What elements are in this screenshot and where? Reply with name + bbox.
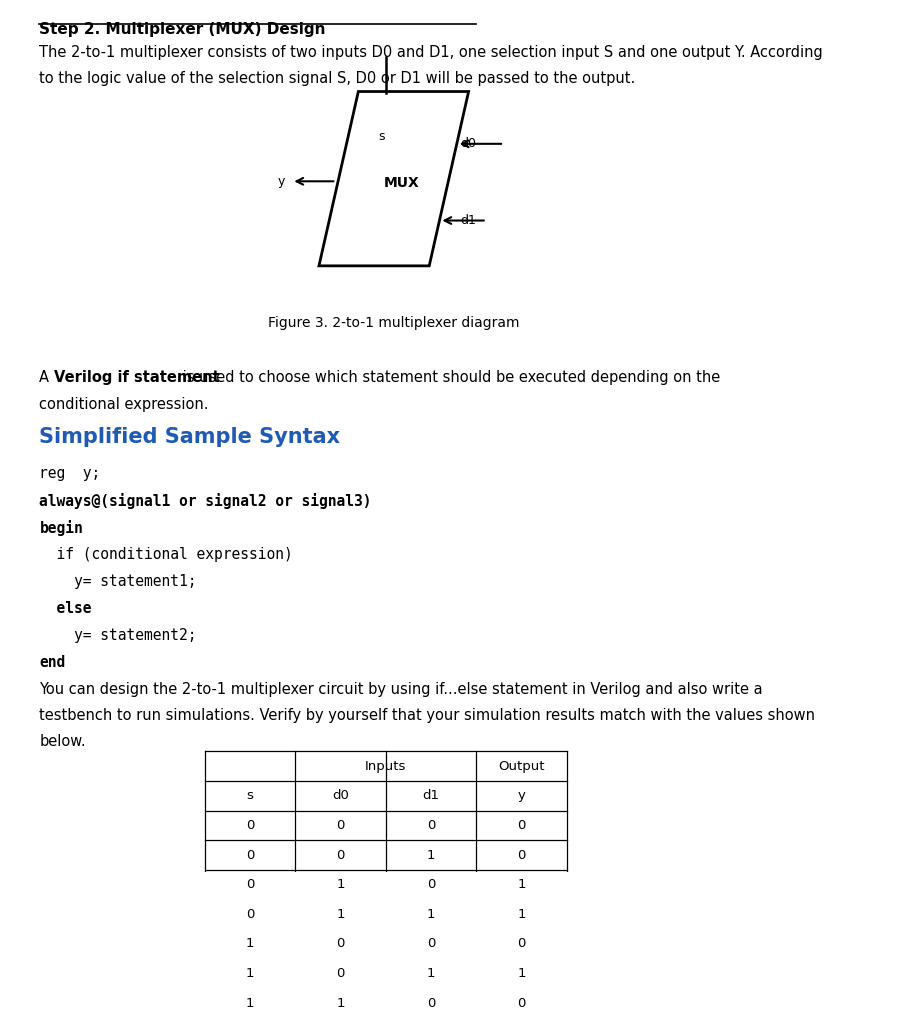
Text: Verilog if statement: Verilog if statement	[53, 371, 219, 385]
Text: 0: 0	[246, 879, 254, 891]
Text: 1: 1	[246, 996, 254, 1010]
Text: 1: 1	[337, 908, 345, 921]
Text: s: s	[378, 130, 386, 143]
Text: 1: 1	[337, 996, 345, 1010]
Text: 0: 0	[427, 819, 435, 831]
Text: 0: 0	[337, 938, 345, 950]
Text: 0: 0	[246, 908, 254, 921]
Text: Figure 3. 2-to-1 multiplexer diagram: Figure 3. 2-to-1 multiplexer diagram	[268, 316, 519, 331]
Text: testbench to run simulations. Verify by yourself that your simulation results ma: testbench to run simulations. Verify by …	[40, 708, 815, 723]
Text: conditional expression.: conditional expression.	[40, 396, 209, 412]
Text: y: y	[278, 175, 285, 187]
Text: The 2-to-1 multiplexer consists of two inputs D0 and D1, one selection input S a: The 2-to-1 multiplexer consists of two i…	[40, 45, 824, 60]
Text: 0: 0	[518, 996, 526, 1010]
Text: 1: 1	[427, 967, 435, 980]
Text: to the logic value of the selection signal S, D0 or D1 will be passed to the out: to the logic value of the selection sign…	[40, 72, 635, 86]
Text: Step 2. Multiplexer (MUX) Design: Step 2. Multiplexer (MUX) Design	[40, 22, 326, 37]
Text: always@(signal1 or signal2 or signal3): always@(signal1 or signal2 or signal3)	[40, 494, 372, 509]
Text: y= statement1;: y= statement1;	[40, 574, 197, 590]
Text: d0: d0	[461, 137, 477, 151]
Text: 0: 0	[518, 938, 526, 950]
Text: if (conditional expression): if (conditional expression)	[40, 548, 293, 562]
Text: d1: d1	[461, 214, 477, 227]
Text: y= statement2;: y= statement2;	[40, 629, 197, 643]
Text: 0: 0	[337, 849, 345, 861]
Text: Output: Output	[499, 760, 545, 773]
Text: A: A	[40, 371, 54, 385]
Text: 1: 1	[427, 849, 435, 861]
Text: d1: d1	[423, 790, 440, 802]
Text: 1: 1	[246, 967, 254, 980]
Text: 0: 0	[246, 819, 254, 831]
Text: 0: 0	[518, 849, 526, 861]
Text: else: else	[40, 601, 92, 616]
Text: 0: 0	[427, 996, 435, 1010]
Text: 1: 1	[337, 879, 345, 891]
Text: s: s	[246, 790, 253, 802]
Text: 1: 1	[246, 938, 254, 950]
Text: 0: 0	[337, 819, 345, 831]
Text: 0: 0	[427, 879, 435, 891]
Text: 1: 1	[518, 967, 526, 980]
Text: MUX: MUX	[384, 176, 420, 190]
Text: below.: below.	[40, 734, 86, 749]
Text: 0: 0	[337, 967, 345, 980]
Text: Inputs: Inputs	[366, 760, 406, 773]
Text: 1: 1	[427, 908, 435, 921]
Text: Simplified Sample Syntax: Simplified Sample Syntax	[40, 427, 340, 447]
Text: You can design the 2-to-1 multiplexer circuit by using if...else statement in Ve: You can design the 2-to-1 multiplexer ci…	[40, 682, 763, 696]
Text: begin: begin	[40, 520, 83, 537]
Text: 0: 0	[246, 849, 254, 861]
Text: 0: 0	[427, 938, 435, 950]
Text: 1: 1	[518, 879, 526, 891]
Text: is used to choose which statement should be executed depending on the: is used to choose which statement should…	[178, 371, 720, 385]
Text: 1: 1	[518, 908, 526, 921]
Text: reg  y;: reg y;	[40, 466, 100, 481]
Text: d0: d0	[332, 790, 349, 802]
Text: y: y	[518, 790, 526, 802]
Text: 0: 0	[518, 819, 526, 831]
Text: end: end	[40, 655, 66, 671]
